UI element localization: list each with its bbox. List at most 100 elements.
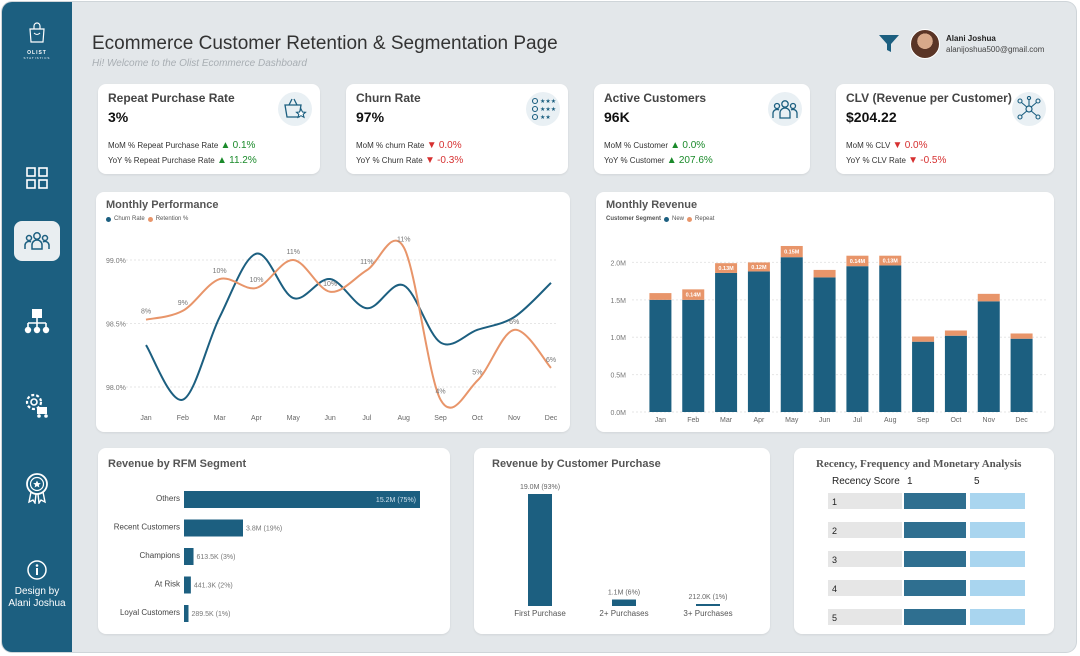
kpi-mom-value: 0.0%	[438, 140, 462, 151]
bar-new[interactable]	[1010, 338, 1033, 412]
bar-new[interactable]	[747, 271, 770, 412]
table-header-label: Recency Score	[832, 476, 900, 487]
retention-line[interactable]	[145, 239, 552, 409]
kpi-card-active-customers[interactable]: Active Customers 96K MoM % Customer ▲ 0.…	[594, 84, 810, 174]
segment-bar[interactable]	[184, 605, 189, 622]
nav-overview[interactable]	[14, 158, 60, 198]
table-cell-score1[interactable]	[904, 522, 966, 538]
legend-dot-new	[664, 216, 670, 222]
bar-new[interactable]	[780, 257, 803, 412]
bar-new[interactable]	[977, 301, 1000, 412]
settings-truck-icon	[25, 393, 48, 418]
bar-new[interactable]	[813, 277, 836, 412]
kpi-yoy-arrow: ▲	[666, 155, 677, 166]
bar-repeat[interactable]	[944, 330, 967, 336]
kpi-card-repeat-purchase[interactable]: Repeat Purchase Rate 3% MoM % Repeat Pur…	[98, 84, 320, 174]
bar-data-label: 3.8M (19%)	[246, 526, 282, 533]
purchase-bar[interactable]	[612, 599, 636, 606]
chart-title: Revenue by RFM Segment	[108, 458, 247, 470]
nav-awards[interactable]	[14, 468, 60, 508]
rfm-analysis-card[interactable]: Recency, Frequency and Monetary Analysis…	[794, 448, 1054, 634]
table-cell-score1[interactable]	[904, 551, 966, 567]
kpi-mom-value: 0.0%	[904, 140, 928, 151]
svg-text:★★★: ★★★	[540, 98, 556, 105]
info-button[interactable]	[26, 559, 48, 586]
legend-label-new: New	[672, 216, 685, 222]
table-cell-score5[interactable]	[970, 580, 1025, 596]
segment-bar[interactable]	[184, 519, 243, 537]
bar-new[interactable]	[715, 272, 738, 412]
y-tick-label: 1.5M	[610, 298, 626, 305]
table-cell-score1[interactable]	[904, 580, 966, 596]
table-cell-score1[interactable]	[904, 493, 966, 509]
bar-repeat[interactable]	[912, 336, 935, 342]
shopping-bag-icon	[29, 22, 45, 43]
kpi-card-churn-rate[interactable]: Churn Rate 97% ★★★ ★★★ ★★ MoM % churn Rate…	[346, 84, 568, 174]
churn-rate-line[interactable]	[145, 252, 552, 401]
filter-icon[interactable]	[878, 34, 900, 54]
bar-new[interactable]	[682, 299, 705, 412]
x-tick-label: Jul	[362, 415, 371, 422]
bar-repeat[interactable]	[682, 289, 705, 300]
y-tick-label: 2.0M	[610, 260, 626, 267]
kpi-value: $204.22	[846, 109, 897, 125]
table-cell-score5[interactable]	[970, 493, 1025, 509]
data-label: 4%	[435, 389, 445, 396]
bar-repeat[interactable]	[1010, 333, 1033, 339]
table-cell-score5[interactable]	[970, 551, 1025, 567]
rfm-segment-card[interactable]: Revenue by RFM Segment Others 15.2M (75%)…	[98, 448, 450, 634]
monthly-performance-card[interactable]: Monthly Performance Churn Rate Retention…	[96, 192, 570, 432]
bar-repeat[interactable]	[879, 255, 902, 266]
user-area: Alani Joshua alanijoshua500@gmail.com	[878, 29, 1044, 59]
kpi-mom-label: MoM % churn Rate	[356, 141, 425, 150]
segment-bar[interactable]	[184, 491, 420, 508]
avatar[interactable]	[910, 29, 940, 59]
kpi-yoy: YoY % Repeat Purchase Rate ▲ 11.2%	[108, 155, 257, 166]
bar-new[interactable]	[944, 335, 967, 412]
bar-data-label: 0.13M	[883, 259, 899, 265]
table-cell-score5[interactable]	[970, 522, 1025, 538]
user-email: alanijoshua500@gmail.com	[946, 45, 1045, 54]
bar-repeat[interactable]	[813, 269, 836, 278]
segment-bar[interactable]	[184, 548, 194, 565]
bar-new[interactable]	[649, 299, 672, 412]
grid-icon	[26, 167, 48, 189]
x-tick-label: Feb	[687, 417, 699, 424]
chart-legend: Churn Rate Retention %	[106, 216, 188, 222]
bar-repeat[interactable]	[649, 293, 672, 300]
kpi-yoy-value: 11.2%	[229, 155, 257, 166]
bar-data-label: 0.14M	[686, 293, 702, 299]
legend-dot-repeat	[687, 216, 693, 222]
kpi-mom: MoM % churn Rate ▼ 0.0%	[356, 140, 462, 151]
kpi-card-clv[interactable]: CLV (Revenue per Customer) $204.22 MoM %…	[836, 84, 1054, 174]
nav-operations[interactable]	[14, 385, 60, 425]
x-tick-label: Aug	[884, 417, 897, 424]
bar-repeat[interactable]	[747, 262, 770, 272]
nav-customers[interactable]	[14, 221, 60, 261]
segment-bar[interactable]	[184, 576, 191, 594]
table-row-label: 2	[832, 526, 837, 536]
legend-label-retention: Retention %	[155, 216, 189, 222]
bar-repeat[interactable]	[846, 255, 869, 267]
bar-data-label: 0.13M	[718, 266, 734, 272]
nav-network[interactable]	[14, 302, 60, 342]
x-tick-label: Mar	[214, 415, 227, 422]
purchase-bar[interactable]	[528, 494, 552, 606]
bar-new[interactable]	[846, 266, 869, 412]
bar-repeat[interactable]	[715, 263, 738, 273]
table-cell-score1[interactable]	[904, 609, 966, 625]
kpi-title: Active Customers	[604, 91, 707, 105]
monthly-revenue-card[interactable]: Monthly Revenue Customer Segment New Rep…	[596, 192, 1054, 432]
bar-repeat[interactable]	[780, 245, 803, 258]
bar-data-label: 1.1M (6%)	[608, 590, 640, 597]
bar-repeat[interactable]	[977, 293, 1000, 302]
table-row-label: 1	[832, 497, 837, 507]
purchase-bar[interactable]	[696, 604, 720, 606]
bar-new[interactable]	[879, 265, 902, 412]
x-tick-label: Dec	[545, 415, 558, 422]
table-cell-score5[interactable]	[970, 609, 1025, 625]
customer-purchase-card[interactable]: Revenue by Customer Purchase 19.0M (93%)…	[474, 448, 770, 634]
bar-data-label: 15.2M (75%)	[376, 497, 416, 504]
kpi-mom-arrow: ▲	[220, 140, 231, 151]
bar-new[interactable]	[912, 341, 935, 412]
